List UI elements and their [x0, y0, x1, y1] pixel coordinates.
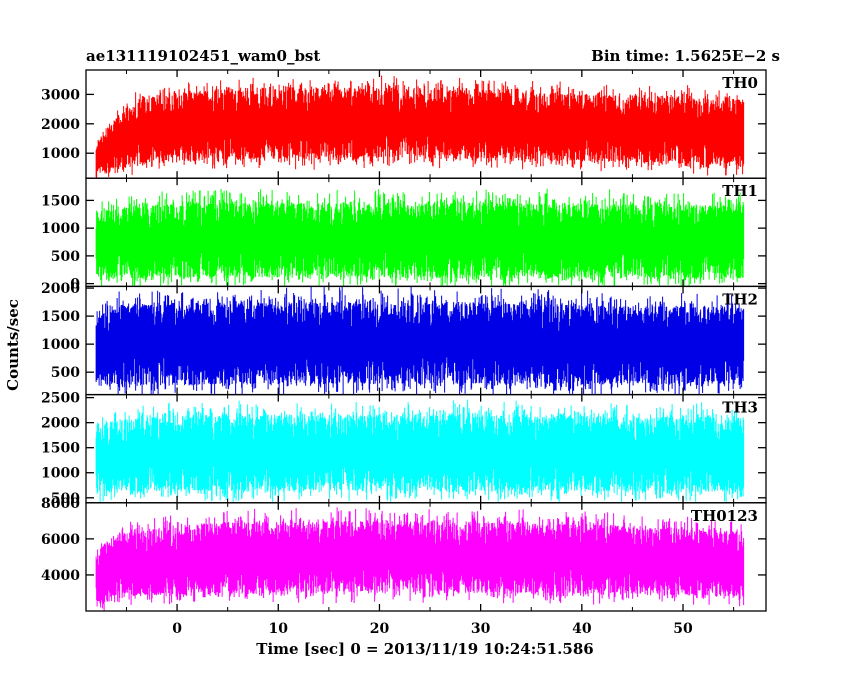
panel-label-th2: TH2	[722, 290, 758, 308]
chart-title: ae131119102451_wam0_bst	[86, 47, 320, 65]
y-tick-label: 2500	[41, 391, 80, 407]
x-tick-label: 0	[172, 621, 182, 637]
panel-label-th3: TH3	[722, 399, 758, 417]
y-tick-label: 2000	[41, 281, 80, 297]
y-tick-label: 8000	[41, 496, 80, 512]
y-tick-label: 1000	[41, 221, 80, 237]
y-tick-label: 6000	[41, 532, 80, 548]
panel-th0123: 4000 6000 8000 TH0123	[41, 496, 767, 612]
y-tick-label: 2000	[41, 416, 80, 432]
y-tick-label: 0	[70, 277, 80, 293]
x-tick-label: 10	[269, 621, 289, 637]
y-tick-label: 1500	[41, 441, 80, 457]
y-tick-label: 1500	[41, 193, 80, 209]
panel-th1: 0 500 1000 1500 TH1	[41, 177, 767, 293]
y-axis-label: Counts/sec	[4, 299, 22, 391]
panel-th2: 500 1000 1500 2000 TH2	[41, 281, 767, 396]
panel-th0: 1000 2000 3000 TH0	[41, 69, 767, 179]
x-tick-label: 40	[572, 621, 592, 637]
panel-frame	[85, 502, 767, 612]
panel-label-th0123: TH0123	[691, 507, 758, 525]
y-tick-label: 1000	[41, 337, 80, 353]
series-line-th0123	[95, 507, 745, 611]
y-tick-label: 1000	[41, 466, 80, 482]
y-tick-label: 1000	[41, 146, 80, 162]
y-tick-label: 4000	[41, 568, 80, 584]
y-tick-label: 500	[51, 365, 80, 381]
panel-th3: 500 1000 1500 2000 2500 TH3	[41, 391, 767, 507]
panel-label-th1: TH1	[722, 182, 758, 200]
y-tick-label: 2000	[41, 117, 80, 133]
x-axis-label: Time [sec] 0 = 2013/11/19 10:24:51.586	[256, 640, 593, 658]
series-line-th3	[95, 399, 745, 503]
y-tick-label: 1500	[41, 309, 80, 325]
panel-label-th0: TH0	[722, 74, 758, 92]
y-tick-label: 500	[51, 491, 80, 507]
x-tick-label: 20	[370, 621, 390, 637]
panels-group: 100020003000TH0050010001500TH15001000150…	[41, 69, 767, 637]
series-line-th1	[95, 188, 745, 287]
x-tick-label: 50	[673, 621, 693, 637]
y-tick-label: 500	[51, 249, 80, 265]
series-line-th2	[95, 286, 745, 395]
series-line-th0	[95, 75, 745, 179]
x-tick-label: 30	[471, 621, 491, 637]
bin-time-label: Bin time: 1.5625E−2 s	[591, 47, 780, 65]
y-tick-label: 3000	[41, 87, 80, 103]
